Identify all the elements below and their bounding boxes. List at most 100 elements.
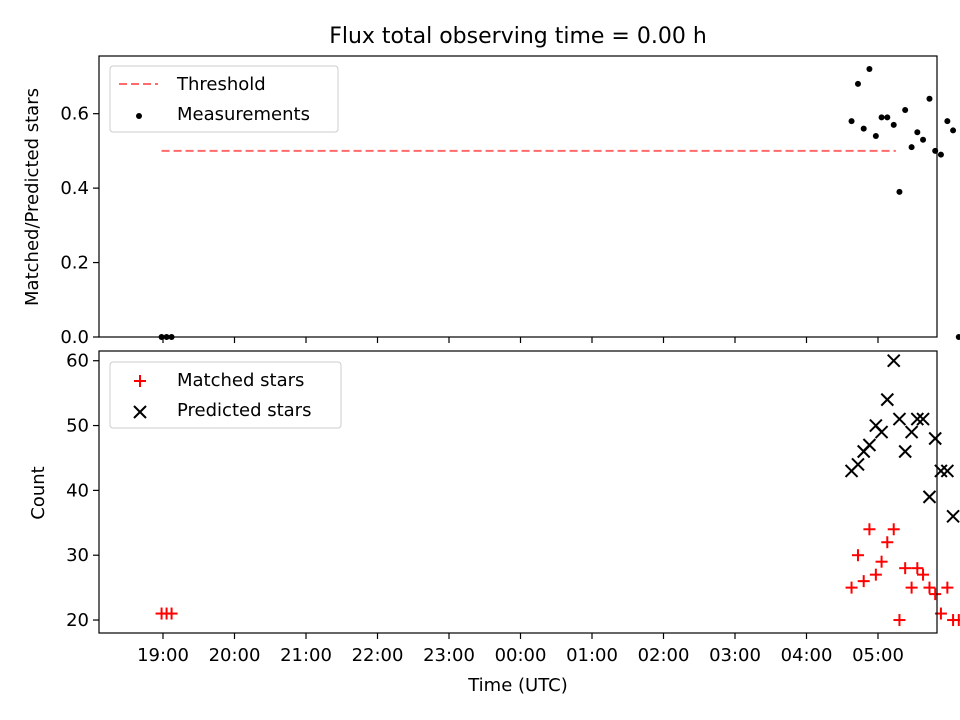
matched-star-point [863,523,876,536]
bottom-y-tick-label: 20 [66,610,89,631]
measurement-point [878,114,885,121]
predicted-star-d2 [940,464,955,478]
x-tick-label: 23:00 [423,645,475,666]
predicted-star-point [928,431,942,446]
matched-star-point [893,614,906,627]
legend-matched-label: Matched stars [177,370,304,391]
measurement-point [944,118,951,125]
measurement-point [955,334,960,340]
predicted-star-point [916,412,930,426]
top-legend: Threshold Measurements [109,65,339,133]
predicted-star-d2 [946,509,960,524]
x-axis-label: Time (UTC) [467,675,568,696]
x-tick-label: 04:00 [781,645,833,666]
top-axes-frame [98,55,938,338]
x-tick-label: 00:00 [495,645,547,666]
predicted-star-point [851,457,865,472]
predicted-star-d2 [910,412,925,426]
top-y-axis-label: Matched/Predicted stars [22,88,43,306]
matched-star-point [857,575,870,588]
predicted-star-d2 [887,354,901,368]
measurement-point [950,127,957,134]
x-tick-label: 01:00 [566,645,618,666]
predicted-star-point [880,392,895,407]
matched-star-point [941,581,954,594]
measurement-point [937,151,944,158]
predicted-star-d2 [916,412,930,426]
measurement-point [848,118,855,125]
x-tick-label: 05:00 [852,645,904,666]
matched-star-point [165,607,178,620]
top-y-tick-label: 0.0 [60,327,89,348]
matched-star-point [911,562,924,575]
measurement-point [860,125,867,132]
predicted-star-point [898,444,912,459]
bottom-legend-box [109,361,342,429]
legend-predicted-swatch [133,405,147,419]
predicted-star-point [946,509,960,524]
measurement-point [896,188,903,195]
legend-measurements-swatch [136,113,142,119]
matched-star-point [875,555,888,568]
bottom-y-tick-label: 40 [66,480,89,501]
top-legend-box [109,65,339,133]
x-tick-label: 02:00 [638,645,690,666]
matched-star-point [917,568,930,581]
x-tick-label: 21:00 [280,645,332,666]
bottom-plot-area [155,354,960,627]
measurement-point [926,95,933,102]
bottom-y-tick-label: 60 [66,351,89,372]
measurement-point [902,106,909,113]
x-tick-label: 20:00 [209,645,261,666]
measurement-point [908,144,915,151]
predicted-star-d2 [869,418,883,433]
bottom-axes: Count Time (UTC) 19:00 20:00 21:00 22:00 23:… [28,350,960,696]
matched-star-point [845,581,858,594]
measurement-point [866,66,873,73]
legend-matched-swatch [134,375,146,387]
predicted-star-d2 [892,412,907,426]
x-tick-label: 03:00 [709,645,761,666]
bottom-axes-frame [98,350,938,634]
matched-star-point [929,588,942,601]
measurement-point [884,114,891,121]
matched-star-point [887,523,900,536]
predicted-star-point [904,425,919,439]
predicted-star-point [940,464,955,478]
legend-measurements-label: Measurements [177,104,310,125]
matched-star-point [869,568,882,581]
predicted-star-d2 [874,425,889,439]
measurement-point [872,133,879,140]
x-tick-label: 19:00 [137,645,189,666]
legend-predicted-label: Predicted stars [177,400,311,421]
measurement-point [890,121,897,128]
bottom-y-tick-label: 30 [66,545,89,566]
matched-star-point [923,581,936,594]
measurement-point [914,129,921,136]
predicted-star-point [910,412,925,426]
top-y-tick-label: 0.6 [60,104,89,125]
predicted-star-point [862,438,877,452]
matched-star-point [881,536,894,549]
measurement-point [920,136,927,143]
predicted-star-point [887,354,901,368]
predicted-star-d2 [898,444,912,459]
bottom-y-axis-label: Count [28,466,49,519]
matched-star-point [851,549,864,562]
predicted-star-d2 [922,490,937,504]
predicted-star-d2 [880,392,895,407]
matched-star-point [899,562,912,575]
predicted-star-point [874,425,889,439]
predicted-star-d2 [851,457,865,472]
measurement-point [854,80,861,87]
bottom-y-tick-label: 50 [66,416,89,437]
top-plot-area [158,66,960,340]
top-axes: Matched/Predicted stars 0.0 0.2 0.4 0.6 [22,55,960,348]
predicted-star-point [892,412,907,426]
matched-star-point [905,581,918,594]
bottom-legend: Matched stars Predicted stars [109,361,342,429]
predicted-star-point [922,490,937,504]
x-tick-label: 22:00 [352,645,404,666]
figure-title: Flux total observing time = 0.00 h [329,24,707,49]
